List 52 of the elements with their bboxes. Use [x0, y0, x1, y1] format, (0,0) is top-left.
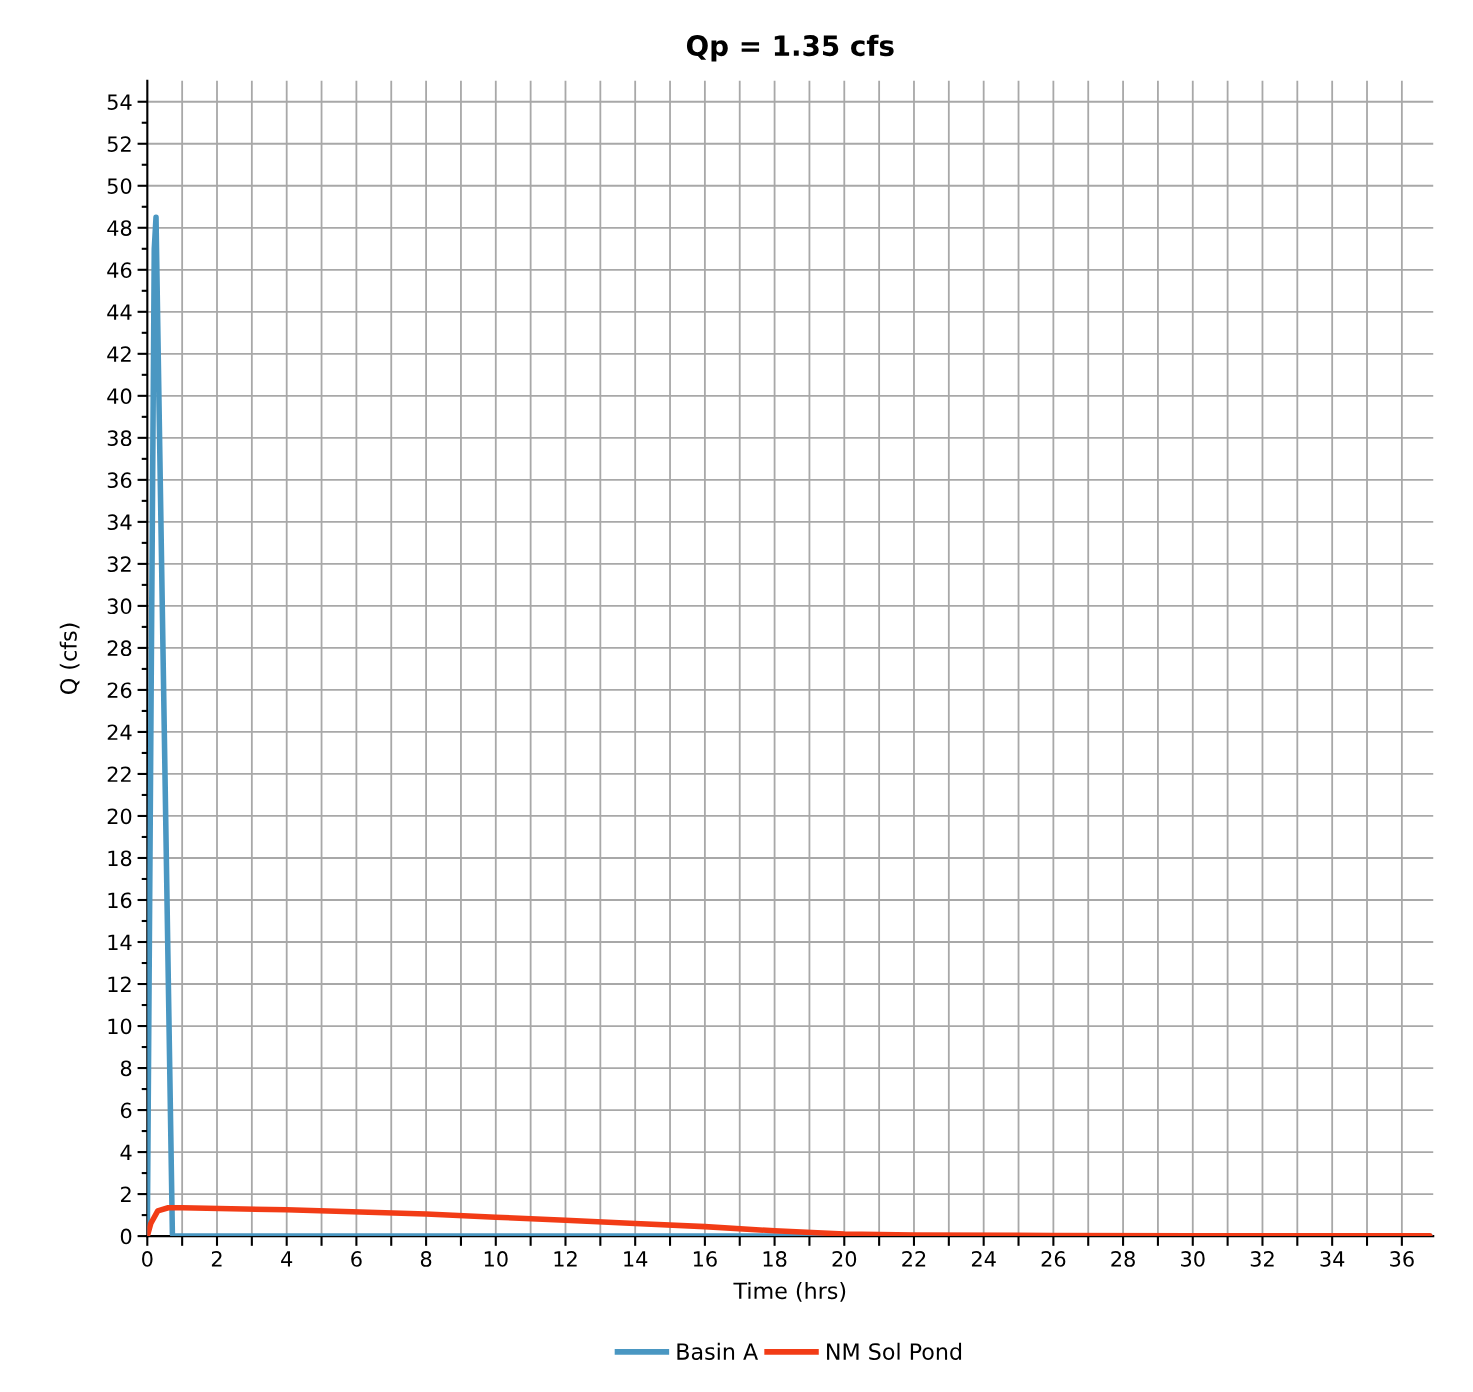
x-tick-label: 12	[554, 1251, 577, 1267]
y-tick-label: 6	[120, 1102, 132, 1119]
y-tick-label: 40	[107, 388, 132, 405]
x-tick-label: 8	[420, 1251, 432, 1267]
chart-title: Qp = 1.35 cfs	[686, 34, 894, 62]
x-tick-label: 36	[1390, 1251, 1414, 1267]
x-tick-label: 32	[1250, 1251, 1274, 1267]
x-tick-label: 14	[624, 1251, 648, 1267]
y-tick-label: 38	[107, 430, 132, 447]
x-tick-label: 34	[1320, 1251, 1345, 1267]
y-tick-label: 20	[107, 808, 132, 825]
x-axis-title: Time (hrs)	[733, 1281, 846, 1302]
y-tick-label: 46	[107, 262, 132, 279]
y-tick-label: 16	[108, 892, 132, 909]
x-tick-label: 28	[1111, 1251, 1135, 1267]
x-tick-label: 30	[1181, 1251, 1205, 1267]
y-tick-label: 8	[120, 1060, 132, 1077]
y-tick-label: 48	[107, 220, 132, 236]
legend-label: NM Sol Pond	[827, 1342, 962, 1360]
y-tick-label: 28	[107, 640, 132, 657]
y-tick-label: 36	[107, 472, 132, 489]
x-tick-label: 4	[281, 1251, 293, 1267]
y-tick-label: 10	[108, 1018, 132, 1035]
y-tick-label: 2	[120, 1186, 131, 1202]
x-tick-label: 0	[142, 1251, 153, 1267]
x-tick-label: 6	[351, 1251, 362, 1267]
x-tick-label: 18	[763, 1251, 787, 1267]
x-tick-label: 10	[484, 1251, 508, 1267]
y-tick-label: 18	[108, 850, 132, 867]
y-tick-label: 42	[107, 346, 131, 362]
x-tick-label: 26	[1041, 1251, 1066, 1267]
y-tick-label: 50	[107, 178, 132, 194]
y-axis-title: Q (cfs)	[59, 623, 80, 694]
y-tick-label: 4	[120, 1144, 132, 1160]
y-tick-label: 0	[120, 1228, 132, 1245]
y-tick-label: 32	[107, 556, 131, 573]
x-tick-label: 2	[211, 1251, 222, 1267]
legend-label: Basin A	[677, 1342, 759, 1360]
x-tick-label: 22	[902, 1251, 926, 1267]
y-tick-label: 54	[107, 94, 132, 110]
x-tick-label: 24	[971, 1251, 996, 1267]
x-tick-label: 20	[832, 1251, 857, 1267]
y-tick-label: 34	[107, 514, 132, 531]
y-tick-label: 24	[107, 724, 132, 740]
y-tick-label: 52	[107, 136, 131, 152]
y-tick-label: 22	[107, 766, 131, 782]
x-tick-label: 16	[693, 1251, 717, 1267]
y-tick-label: 44	[107, 304, 132, 320]
y-tick-label: 30	[107, 598, 132, 615]
y-tick-label: 26	[107, 682, 132, 699]
y-tick-label: 14	[108, 934, 132, 950]
y-tick-label: 12	[108, 976, 131, 992]
